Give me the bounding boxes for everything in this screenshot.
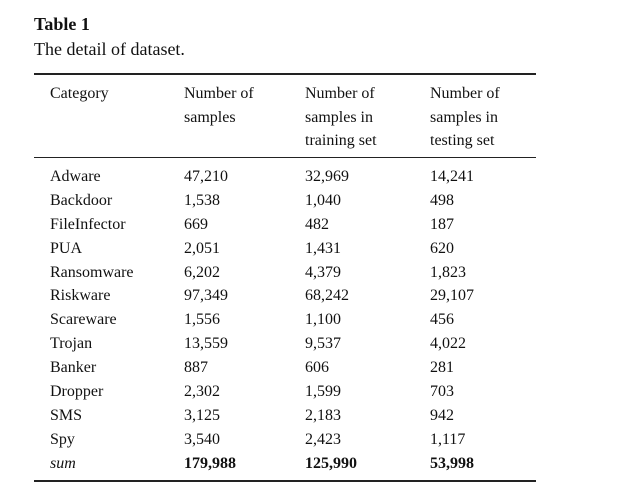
table-caption-label: Table 1 (34, 14, 90, 34)
header-number-of-samples: Number of samples (184, 82, 254, 129)
cell-training: 606 (305, 359, 329, 377)
header-line: testing set (430, 132, 495, 149)
cell-samples: 669 (184, 215, 208, 233)
cell-training: 1,040 (305, 191, 341, 209)
cell-testing: 14,241 (430, 168, 474, 185)
cell-category: Adware (50, 168, 101, 185)
cell-training: 2,423 (305, 430, 341, 448)
header-line: samples in (430, 108, 498, 126)
cell-sum-testing: 53,998 (430, 454, 474, 472)
cell-category: Scareware (50, 311, 117, 329)
cell-training: 1,100 (305, 311, 341, 329)
header-category-line: Category (50, 85, 109, 102)
cell-training: 4,379 (305, 263, 341, 281)
table-row: PUA 2,051 1,431 620 (0, 237, 638, 261)
cell-training: 68,242 (305, 287, 349, 305)
cell-testing: 1,117 (430, 430, 466, 448)
cell-testing: 703 (430, 383, 454, 401)
header-line: samples (184, 108, 236, 126)
cell-samples: 1,556 (184, 311, 220, 329)
table-row: SMS 3,125 2,183 942 (0, 404, 638, 428)
header-line: training set (305, 132, 377, 149)
cell-samples: 2,302 (184, 383, 220, 401)
cell-training: 482 (305, 215, 329, 233)
cell-category: Ransomware (50, 263, 134, 281)
cell-samples: 3,125 (184, 406, 220, 424)
cell-training: 1,599 (305, 383, 341, 401)
cell-testing: 4,022 (430, 335, 466, 353)
cell-samples: 97,349 (184, 287, 228, 305)
cell-samples: 13,559 (184, 335, 228, 353)
table-bottom-rule (34, 480, 536, 482)
table-row: Adware 47,210 32,969 14,241 (0, 165, 638, 189)
table-row: Scareware 1,556 1,100 456 (0, 308, 638, 332)
header-line: Number of (430, 85, 500, 102)
table-row: Spy 3,540 2,423 1,117 (0, 428, 638, 452)
cell-category: Banker (50, 359, 97, 377)
cell-training: 2,183 (305, 406, 341, 424)
header-line: Number of (305, 85, 375, 102)
cell-testing: 456 (430, 311, 454, 329)
cell-testing: 942 (430, 406, 454, 424)
cell-training: 1,431 (305, 239, 341, 257)
table-header-rule (34, 157, 536, 158)
cell-category: Dropper (50, 383, 104, 401)
cell-category: PUA (50, 239, 83, 257)
cell-training: 32,969 (305, 168, 349, 185)
cell-testing: 281 (430, 359, 454, 377)
table-row: Banker 887 606 281 (0, 356, 638, 380)
cell-testing: 498 (430, 191, 454, 209)
cell-sum-samples: 179,988 (184, 454, 236, 472)
table-row: FileInfector 669 482 187 (0, 213, 638, 237)
header-training-set: Number of samples in training set (305, 82, 377, 153)
table-top-rule (34, 73, 536, 75)
cell-category: FileInfector (50, 215, 126, 233)
table-caption-text: The detail of dataset. (34, 39, 185, 59)
table-sum-row: sum 179,988 125,990 53,998 (0, 452, 638, 476)
cell-samples: 887 (184, 359, 208, 377)
table-row: Trojan 13,559 9,537 4,022 (0, 332, 638, 356)
cell-category: Spy (50, 430, 75, 448)
cell-samples: 1,538 (184, 191, 220, 209)
table-row: Ransomware 6,202 4,379 1,823 (0, 261, 638, 285)
table-row: Riskware 97,349 68,242 29,107 (0, 284, 638, 308)
cell-samples: 47,210 (184, 168, 228, 185)
header-line: samples in (305, 108, 373, 126)
cell-category: Trojan (50, 335, 93, 353)
cell-samples: 6,202 (184, 263, 220, 281)
table-body: Adware 47,210 32,969 14,241 Backdoor 1,5… (0, 165, 638, 476)
cell-samples: 3,540 (184, 430, 220, 448)
cell-sum-label: sum (50, 454, 76, 472)
cell-category: Backdoor (50, 191, 113, 209)
cell-samples: 2,051 (184, 239, 220, 257)
header-testing-set: Number of samples in testing set (430, 82, 500, 153)
table-row: Dropper 2,302 1,599 703 (0, 380, 638, 404)
cell-testing: 187 (430, 215, 454, 233)
cell-category: SMS (50, 406, 83, 424)
cell-category: Riskware (50, 287, 111, 305)
cell-training: 9,537 (305, 335, 341, 353)
table-row: Backdoor 1,538 1,040 498 (0, 189, 638, 213)
header-category: Category (50, 82, 109, 106)
header-line: Number of (184, 85, 254, 102)
cell-sum-training: 125,990 (305, 454, 357, 472)
cell-testing: 1,823 (430, 263, 466, 281)
cell-testing: 29,107 (430, 287, 474, 305)
cell-testing: 620 (430, 239, 454, 257)
